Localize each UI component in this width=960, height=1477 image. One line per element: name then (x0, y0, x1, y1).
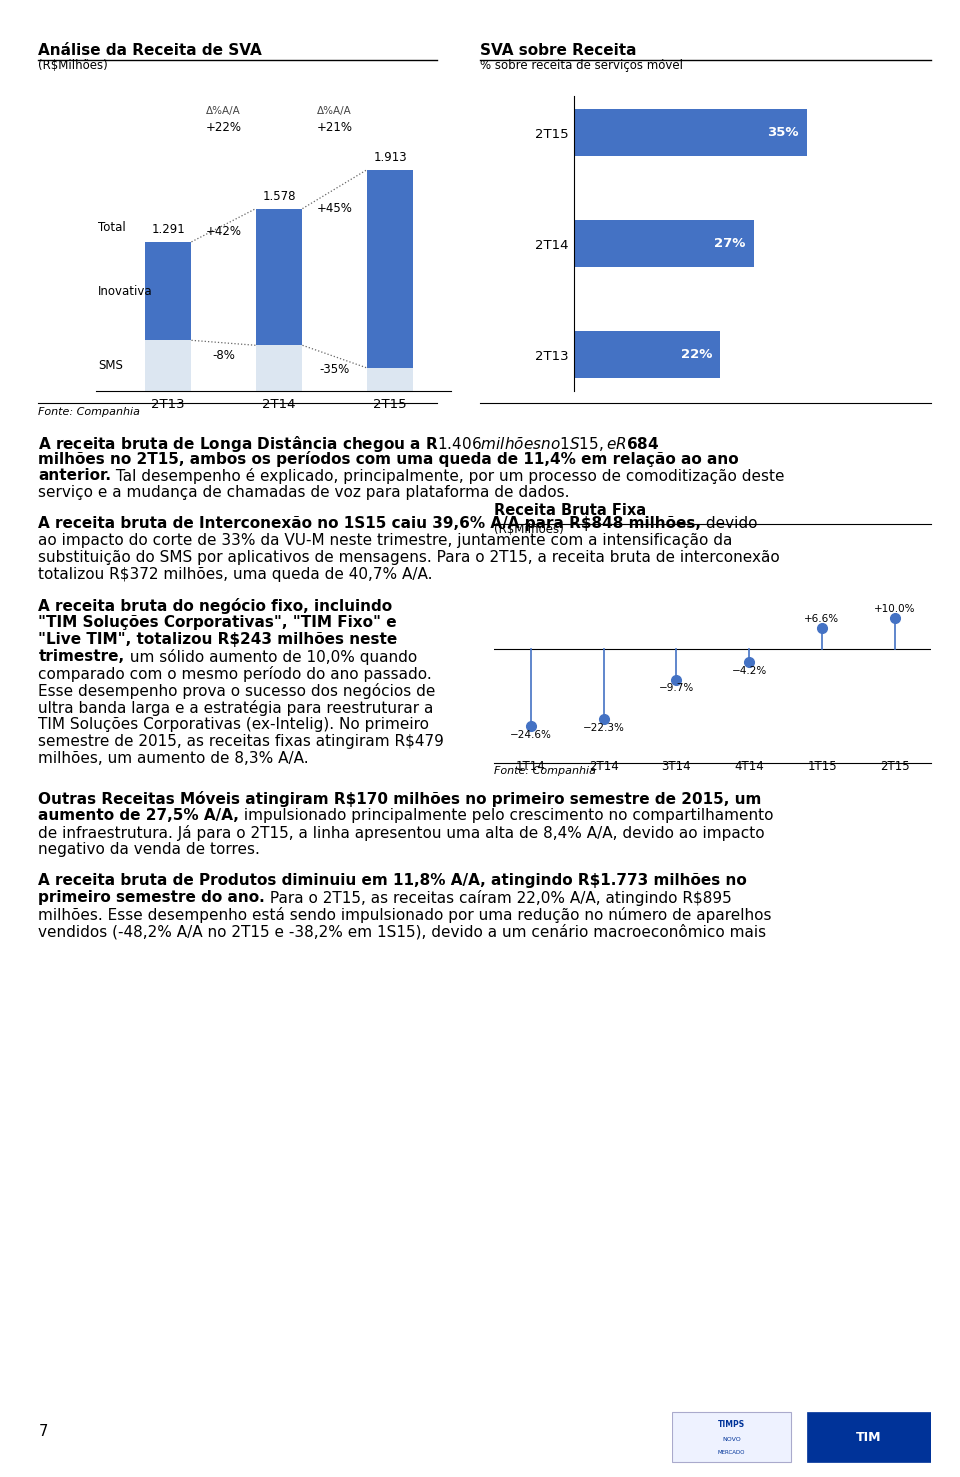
Text: −4.2%: −4.2% (732, 666, 767, 676)
Text: TIMPS: TIMPS (718, 1421, 745, 1430)
Text: 1.578: 1.578 (262, 191, 296, 202)
Bar (574, 220, 754, 267)
Text: A receita bruta de Longa Distância chegou a R$1.406 milhões no 1S15, e R$684: A receita bruta de Longa Distância chego… (38, 434, 660, 455)
Text: +42%: +42% (205, 225, 242, 238)
Text: trimestre,: trimestre, (38, 648, 125, 665)
Text: comparado com o mesmo período do ano passado.: comparado com o mesmo período do ano pas… (38, 666, 432, 682)
Text: (R$Milhões): (R$Milhões) (38, 59, 108, 72)
Text: −22.3%: −22.3% (583, 722, 625, 733)
Text: −9.7%: −9.7% (659, 684, 694, 693)
Text: +45%: +45% (317, 202, 352, 214)
Text: TIM: TIM (856, 1431, 881, 1443)
Text: A receita bruta de Produtos diminuiu em 11,8% A/A, atingindo R$1.773 milhões no: A receita bruta de Produtos diminuiu em … (38, 873, 747, 888)
Text: (R$Milhões): (R$Milhões) (494, 523, 564, 536)
Text: ultra banda larga e a estratégia para reestruturar a: ultra banda larga e a estratégia para re… (38, 700, 434, 716)
Bar (145, 340, 191, 391)
Text: impulsionado principalmente pelo crescimento no compartilhamento: impulsionado principalmente pelo crescim… (239, 808, 774, 823)
Text: serviço e a mudança de chamadas de voz para plataforma de dados.: serviço e a mudança de chamadas de voz p… (38, 486, 570, 501)
Bar (145, 242, 191, 340)
Text: de infraestrutura. Já para o 2T15, a linha apresentou uma alta de 8,4% A/A, devi: de infraestrutura. Já para o 2T15, a lin… (38, 826, 765, 842)
Text: 7: 7 (38, 1424, 48, 1439)
Text: primeiro semestre do ano.: primeiro semestre do ano. (38, 891, 265, 905)
Text: 1.291: 1.291 (152, 223, 185, 236)
Text: negativo da venda de torres.: negativo da venda de torres. (38, 842, 260, 857)
Text: totalizou R$372 milhões, uma queda de 40,7% A/A.: totalizou R$372 milhões, uma queda de 40… (38, 567, 433, 582)
Text: -35%: -35% (320, 363, 349, 375)
Text: Inovativa: Inovativa (98, 285, 153, 297)
FancyBboxPatch shape (806, 1412, 931, 1462)
Text: NOVO: NOVO (722, 1437, 741, 1443)
Text: substituição do SMS por aplicativos de mensagens. Para o 2T15, a receita bruta d: substituição do SMS por aplicativos de m… (38, 549, 780, 566)
Text: +6.6%: +6.6% (804, 614, 840, 625)
Text: anterior.: anterior. (38, 468, 111, 483)
Text: milhões, um aumento de 8,3% A/A.: milhões, um aumento de 8,3% A/A. (38, 752, 309, 767)
Text: 35%: 35% (767, 126, 799, 139)
Text: Fonte: Companhia: Fonte: Companhia (38, 408, 140, 417)
Text: Tal desempenho é explicado, principalmente, por um processo de comoditização des: Tal desempenho é explicado, principalmen… (111, 468, 785, 484)
Text: +22%: +22% (205, 121, 242, 134)
Text: MERCADO: MERCADO (718, 1450, 745, 1455)
Text: SVA sobre Receita: SVA sobre Receita (480, 43, 636, 59)
Text: +10.0%: +10.0% (874, 604, 916, 614)
Text: Esse desempenho prova o sucesso dos negócios de: Esse desempenho prova o sucesso dos negó… (38, 684, 436, 699)
Text: um sólido aumento de 10,0% quando: um sólido aumento de 10,0% quando (125, 648, 417, 665)
Text: 1.913: 1.913 (373, 151, 407, 164)
Text: 27%: 27% (714, 238, 746, 250)
Text: +21%: +21% (317, 121, 352, 134)
Text: A receita bruta de Interconexão no 1S15 caiu 39,6% A/A para R$848 milhões,: A receita bruta de Interconexão no 1S15 … (38, 515, 702, 532)
Text: Receita Bruta Fixa: Receita Bruta Fixa (494, 504, 646, 518)
Bar (367, 170, 414, 368)
Bar (367, 368, 414, 391)
Text: −24.6%: −24.6% (510, 730, 552, 740)
Text: SMS: SMS (98, 359, 123, 372)
Text: -8%: -8% (212, 349, 235, 362)
FancyBboxPatch shape (672, 1412, 791, 1462)
Text: TIM Soluções Corporativas (ex-Intelig). No primeiro: TIM Soluções Corporativas (ex-Intelig). … (38, 718, 429, 733)
Bar (255, 346, 302, 391)
Text: Δ%A/A: Δ%A/A (317, 106, 352, 117)
Text: devido: devido (702, 515, 757, 532)
Text: semestre de 2015, as receitas fixas atingiram R$479: semestre de 2015, as receitas fixas atin… (38, 734, 444, 749)
Text: "TIM Soluções Corporativas", "TIM Fixo" e: "TIM Soluções Corporativas", "TIM Fixo" … (38, 614, 397, 631)
Text: aumento de 27,5% A/A,: aumento de 27,5% A/A, (38, 808, 239, 823)
Text: Análise da Receita de SVA: Análise da Receita de SVA (38, 43, 262, 59)
Text: ao impacto do corte de 33% da VU-M neste trimestre, juntamente com a intensifica: ao impacto do corte de 33% da VU-M neste… (38, 533, 732, 548)
Text: Δ%A/A: Δ%A/A (206, 106, 241, 117)
Text: Total: Total (98, 222, 126, 235)
Text: milhões no 2T15, ambos os períodos com uma queda de 11,4% em relação ao ano: milhões no 2T15, ambos os períodos com u… (38, 452, 739, 467)
Text: % sobre receita de serviços móvel: % sobre receita de serviços móvel (480, 59, 683, 72)
Text: A receita bruta do negócio fixo, incluindo: A receita bruta do negócio fixo, incluin… (38, 598, 393, 614)
Text: 22%: 22% (681, 349, 712, 362)
Bar (255, 208, 302, 346)
Bar (574, 331, 720, 378)
Text: milhões. Esse desempenho está sendo impulsionado por uma redução no número de ap: milhões. Esse desempenho está sendo impu… (38, 907, 772, 923)
Text: "Live TIM", totalizou R$243 milhões neste: "Live TIM", totalizou R$243 milhões nest… (38, 632, 397, 647)
Text: Para o 2T15, as receitas caíram 22,0% A/A, atingindo R$895: Para o 2T15, as receitas caíram 22,0% A/… (265, 891, 732, 905)
Text: Outras Receitas Móveis atingiram R$170 milhões no primeiro semestre de 2015, um: Outras Receitas Móveis atingiram R$170 m… (38, 792, 762, 806)
Bar (574, 109, 806, 157)
Text: vendidos (-48,2% A/A no 2T15 e -38,2% em 1S15), devido a um cenário macroeconômi: vendidos (-48,2% A/A no 2T15 e -38,2% em… (38, 925, 766, 939)
Text: Fonte: Companhia: Fonte: Companhia (494, 765, 596, 775)
